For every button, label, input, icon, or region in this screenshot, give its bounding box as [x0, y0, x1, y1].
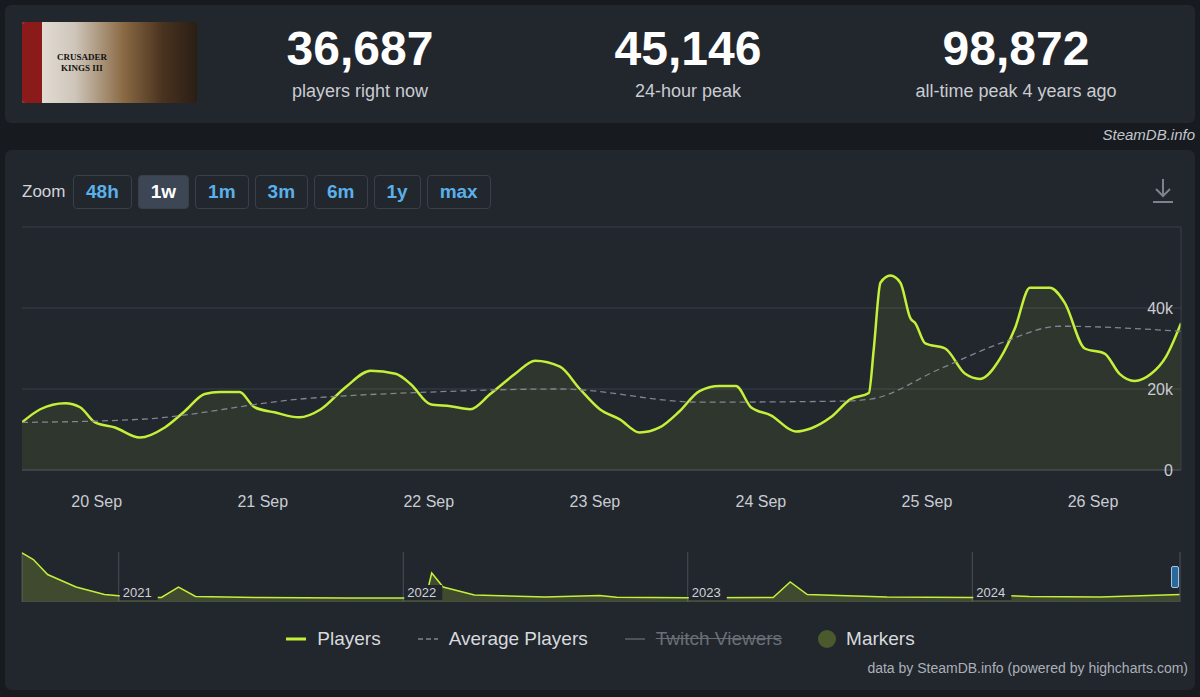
svg-text:20 Sep: 20 Sep — [71, 493, 122, 510]
svg-text:2021: 2021 — [123, 585, 152, 600]
html-text:98,872: 98,872 — [942, 22, 1090, 75]
svg-text:2023: 2023 — [692, 585, 721, 600]
html-text:players right now: players right now — [292, 81, 428, 101]
html-text:Average Players: Average Players — [448, 628, 588, 649]
html-text:6m: 6m — [327, 181, 355, 202]
svg-text:23 Sep: 23 Sep — [569, 493, 620, 510]
html-text:24-hour peak: 24-hour peak — [635, 81, 741, 101]
svg-text:25 Sep: 25 Sep — [902, 493, 953, 510]
html-text:Markers: Markers — [846, 628, 915, 649]
html-text:all-time peak 4 years ago: all-time peak 4 years ago — [915, 81, 1117, 101]
html-text:1m: 1m — [208, 181, 236, 202]
html-text:CRUSADER KINGS III: CRUSADER KINGS III — [57, 52, 107, 73]
html-text:Zoom: Zoom — [22, 182, 66, 201]
svg-text:20k: 20k — [1147, 381, 1174, 398]
html-text:SteamDB.info: SteamDB.info — [1102, 126, 1195, 143]
html-text:45,146: 45,146 — [614, 22, 762, 75]
html-text:1y: 1y — [386, 181, 408, 202]
svg-text:40k: 40k — [1147, 300, 1174, 317]
svg-text:26 Sep: 26 Sep — [1068, 493, 1119, 510]
svg-text:24 Sep: 24 Sep — [736, 493, 787, 510]
html-text:1w: 1w — [150, 181, 177, 202]
html-text:3m: 3m — [267, 181, 295, 202]
html-text:Players: Players — [317, 628, 381, 649]
html-text:Twitch Viewers: Twitch Viewers — [655, 628, 783, 649]
html-text:36,687: 36,687 — [286, 22, 434, 75]
svg-text:0: 0 — [1164, 462, 1173, 479]
html-text:data by SteamDB.info (powered: data by SteamDB.info (powered by highcha… — [867, 660, 1188, 676]
svg-text:2022: 2022 — [407, 585, 436, 600]
svg-text:2024: 2024 — [976, 585, 1005, 600]
svg-text:22 Sep: 22 Sep — [403, 493, 454, 510]
html-text:48h: 48h — [86, 181, 119, 202]
svg-text:21 Sep: 21 Sep — [237, 493, 288, 510]
html-text:max: max — [439, 181, 478, 202]
